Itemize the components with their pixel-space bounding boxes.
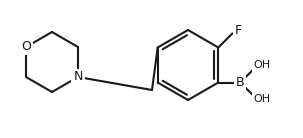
Text: F: F [235,24,242,37]
Text: B: B [236,76,245,89]
Text: N: N [73,71,83,83]
Text: OH: OH [254,95,271,104]
Text: O: O [21,40,31,54]
Text: OH: OH [254,60,271,71]
